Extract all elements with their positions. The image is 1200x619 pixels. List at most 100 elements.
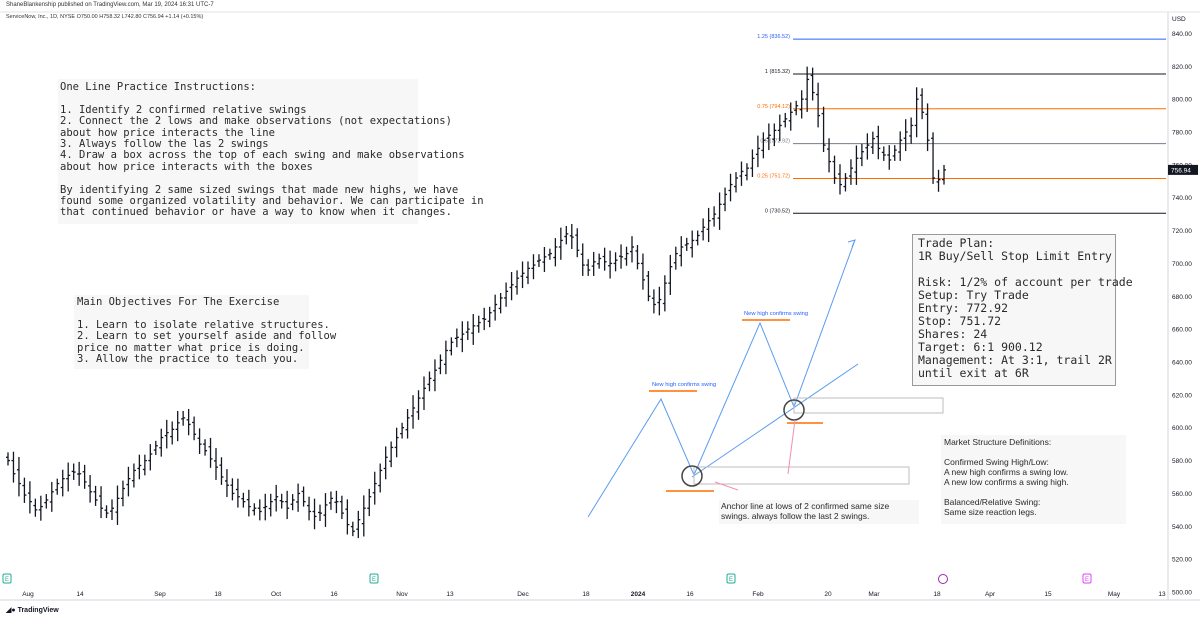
ohlc-bar xyxy=(11,451,16,483)
ohlc-bar xyxy=(186,408,191,436)
ohlc-bar xyxy=(608,250,613,279)
ohlc-bar xyxy=(471,314,476,345)
ohlc-bar xyxy=(925,103,930,152)
objective-item: 3. Allow the practice to teach you. xyxy=(77,353,299,366)
ohlc-bar xyxy=(16,456,21,497)
ohlc-bar xyxy=(586,259,591,276)
objectives-panel: Main Objectives For The Exercise 1. Lear… xyxy=(74,295,336,369)
ohlc-bar xyxy=(909,117,914,144)
ohlc-bar xyxy=(832,155,837,184)
ohlc-bar xyxy=(159,428,164,457)
ohlc-bar xyxy=(838,164,842,195)
y-tick-label: 560.00 xyxy=(1172,491,1192,498)
trade-plan-panel: Trade Plan: 1R Buy/Sell Stop Limit Entry… xyxy=(912,234,1133,386)
trade-plan-line: Entry: 772.92 xyxy=(918,301,1009,315)
ohlc-bar xyxy=(536,254,541,268)
ohlc-bar xyxy=(903,119,908,152)
ohlc-bar xyxy=(816,82,821,128)
definition-heading: Balanced/Relative Swing: xyxy=(944,497,1041,507)
trade-plan-subtitle: 1R Buy/Sell Stop Limit Entry xyxy=(918,249,1112,263)
x-tick-label: 13 xyxy=(1158,591,1166,598)
y-tick-label: 720.00 xyxy=(1172,228,1192,235)
ohlc-bar xyxy=(942,164,946,185)
ohlc-bar xyxy=(827,138,832,173)
ohlc-bar xyxy=(613,252,618,272)
ohlc-bar xyxy=(569,224,574,249)
ohlc-bar xyxy=(290,494,295,511)
earnings-marker-label: E xyxy=(5,577,9,583)
ohlc-bar xyxy=(892,145,897,161)
ohlc-bar xyxy=(597,253,602,269)
ohlc-bar xyxy=(208,437,213,468)
ohlc-bar xyxy=(214,448,218,480)
ohlc-bar xyxy=(646,270,651,302)
y-tick-label: 840.00 xyxy=(1172,31,1192,38)
ohlc-bar xyxy=(498,293,503,314)
earnings-marker: E xyxy=(1082,573,1092,584)
trade-plan-line: Shares: 24 xyxy=(918,327,988,341)
ohlc-bar xyxy=(367,488,372,517)
ohlc-bar xyxy=(361,495,366,537)
ohlc-bar xyxy=(274,484,279,512)
x-tick-label: Sep xyxy=(154,591,166,598)
x-tick-label: 13 xyxy=(446,591,454,598)
ohlc-bar xyxy=(88,475,93,503)
instruction-item: about how price interacts with the boxes xyxy=(60,160,313,173)
x-tick-label: Dec xyxy=(517,591,529,598)
y-tick-label: 820.00 xyxy=(1172,64,1192,71)
last-price-box xyxy=(1168,164,1198,175)
ohlc-bar xyxy=(706,207,711,243)
instructions-panel: One Line Practice Instructions: 1. Ident… xyxy=(58,79,484,224)
ohlc-bar xyxy=(339,495,344,520)
ohlc-bar xyxy=(422,376,426,410)
ohlc-bar xyxy=(449,337,454,356)
ohlc-bar xyxy=(432,359,437,392)
dividend-marker xyxy=(938,574,948,584)
x-tick-label: 18 xyxy=(582,591,590,598)
fib-level-label: 0.75 (794.12) xyxy=(757,104,790,110)
ohlc-bar xyxy=(71,463,76,480)
ohlc-bar xyxy=(323,493,328,527)
ohlc-bar xyxy=(175,410,180,442)
earnings-marker-label: E xyxy=(729,577,733,583)
ohlc-bar xyxy=(82,464,87,489)
definition-line: A new high confirms a swing low. xyxy=(944,467,1069,477)
ohlc-bar xyxy=(662,275,667,312)
y-tick-label: 800.00 xyxy=(1172,97,1192,104)
ohlc-bar xyxy=(219,457,224,485)
ohlc-bar xyxy=(931,132,936,184)
ohlc-bar xyxy=(230,478,235,501)
ohlc-bar xyxy=(142,454,147,476)
tradingview-logo[interactable]: ◢● TradingView xyxy=(6,606,59,614)
objectives-title: Main Objectives For The Exercise xyxy=(77,296,280,308)
ohlc-bar xyxy=(848,159,853,185)
ohlc-bar xyxy=(504,282,509,307)
ohlc-bar xyxy=(542,247,547,272)
x-tick-label: Apr xyxy=(985,591,996,598)
new-high-annotation: New high confirms swing xyxy=(744,311,808,317)
ohlc-bar xyxy=(580,243,585,276)
ohlc-bar xyxy=(744,163,749,181)
ohlc-bar xyxy=(110,499,114,521)
swing-low-circle-1 xyxy=(681,465,703,487)
earnings-marker-box xyxy=(2,573,12,584)
x-tick-label: 20 xyxy=(824,591,832,598)
ohlc-bar xyxy=(345,499,350,535)
ohlc-bar xyxy=(750,149,755,178)
ohlc-bar xyxy=(296,483,301,512)
ohlc-bar xyxy=(843,173,848,192)
definitions-title: Market Structure Definitions: xyxy=(944,437,1052,447)
ohlc-bar xyxy=(723,187,728,212)
ohlc-bar xyxy=(120,480,125,507)
ohlc-bar xyxy=(394,427,399,458)
instruction-item: about how price interacts the line xyxy=(60,126,275,139)
ohlc-bar xyxy=(591,251,596,276)
ohlc-bar xyxy=(356,510,361,539)
ohlc-bar xyxy=(383,446,388,480)
fib-level-label: 0 (730.52) xyxy=(765,208,790,214)
instruction-item: 4. Draw a box across the top of each swi… xyxy=(60,149,465,162)
trade-plan-line: Setup: Try Trade xyxy=(918,288,1029,302)
y-tick-label: 700.00 xyxy=(1172,261,1192,268)
instruction-paragraph: By identifying 2 same sized swings that … xyxy=(60,183,459,196)
